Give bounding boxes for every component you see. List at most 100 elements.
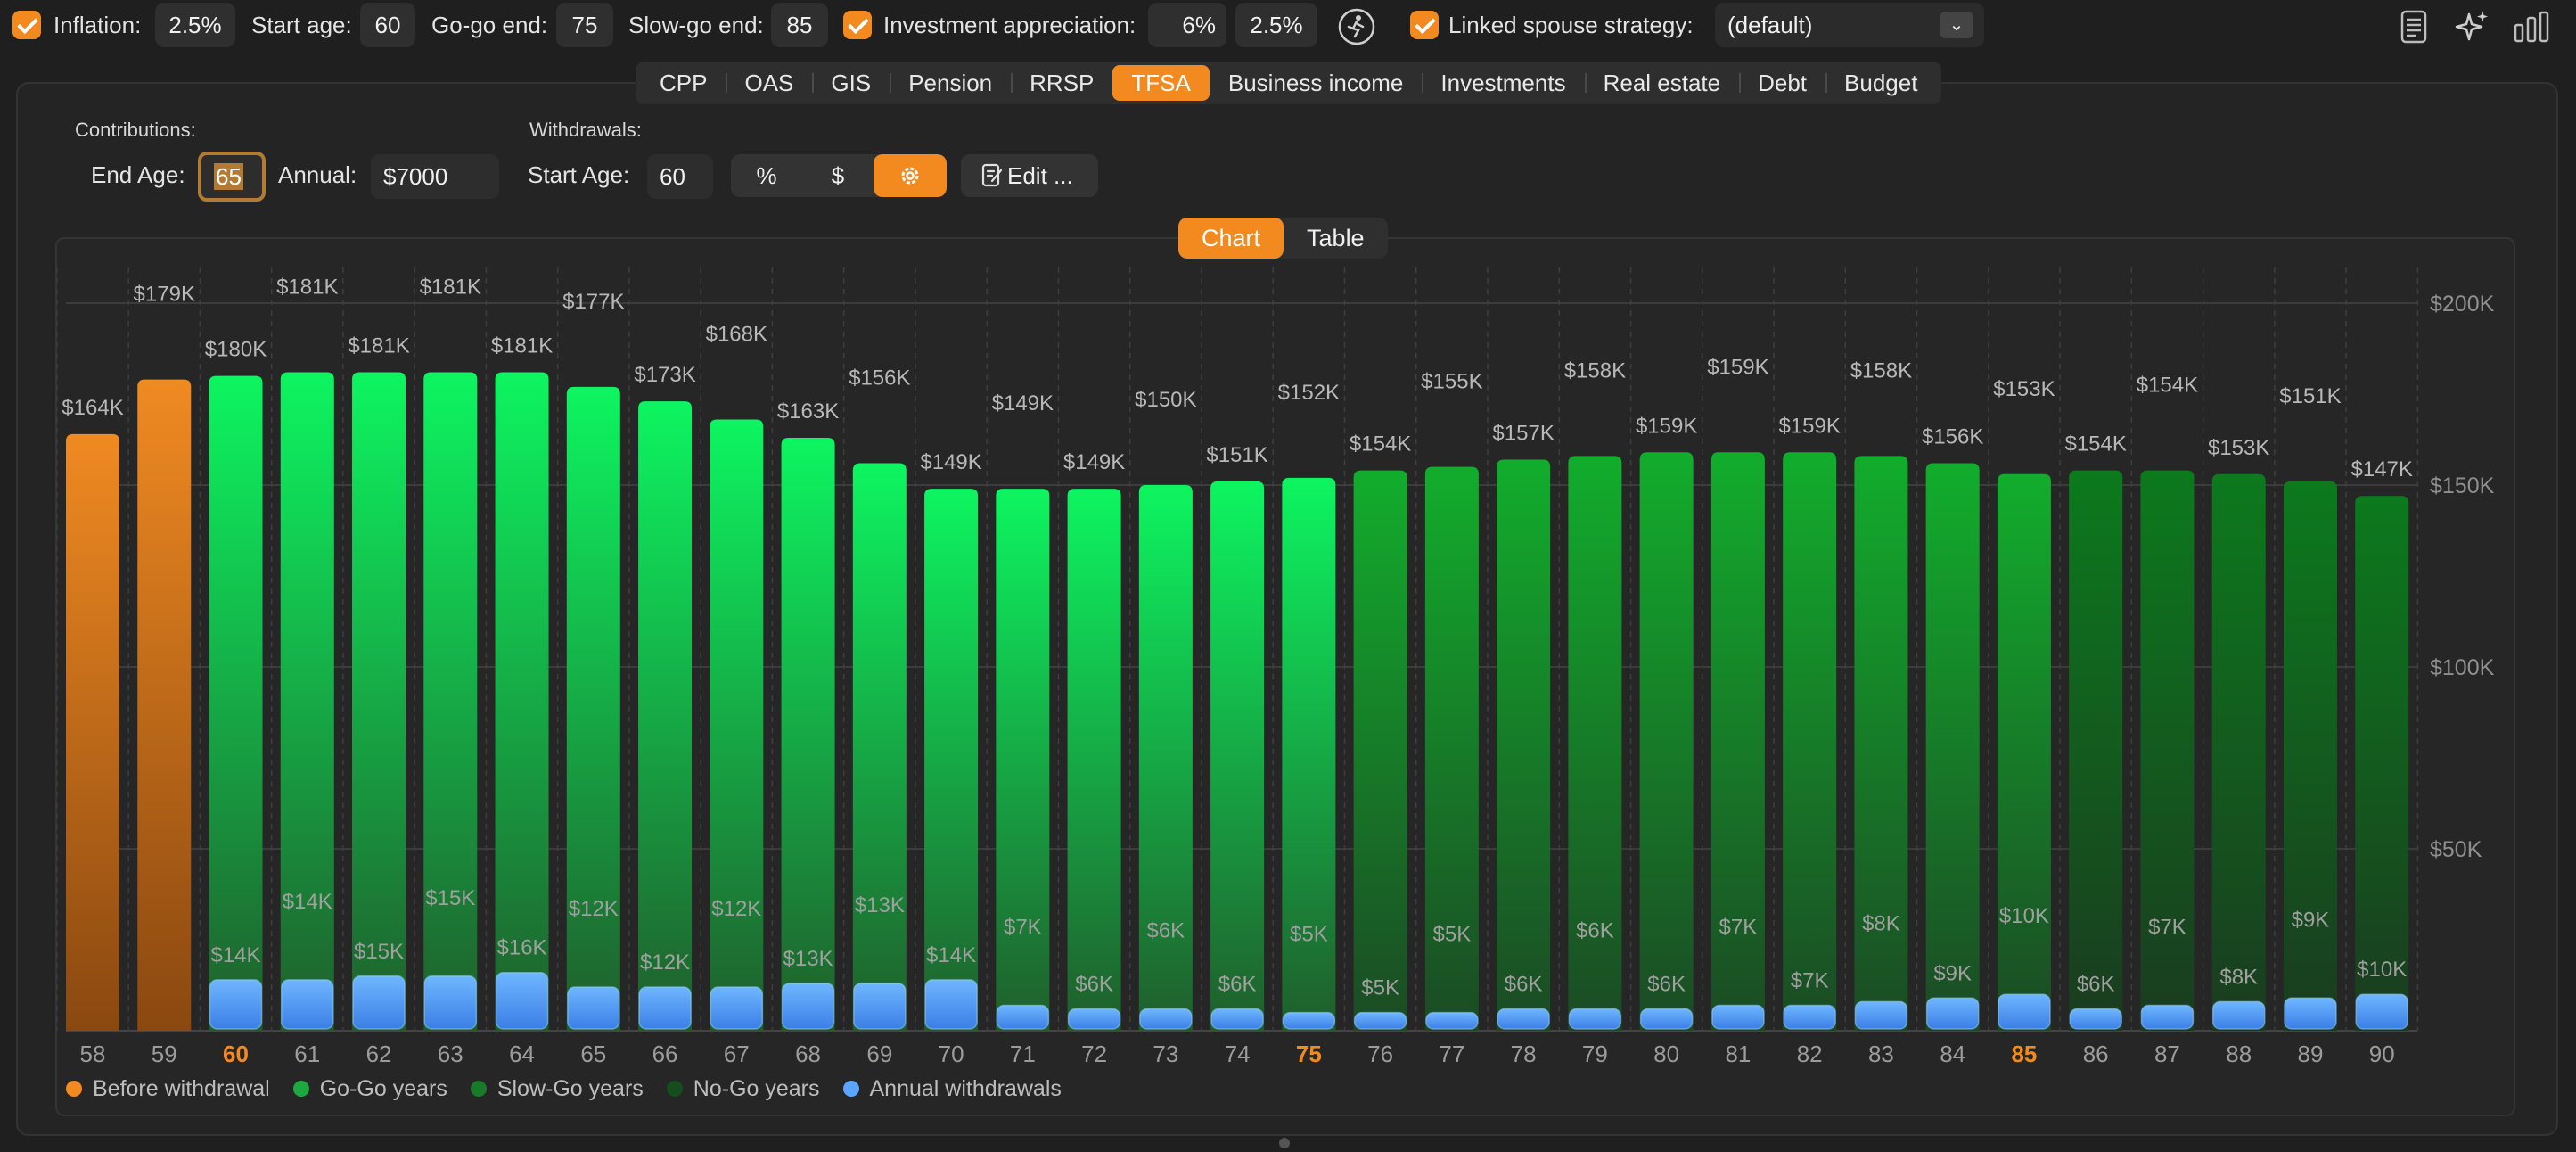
- runner-icon[interactable]: [1337, 7, 1376, 46]
- balance-bar[interactable]: [495, 372, 549, 1031]
- spouse-strategy-checkbox[interactable]: [1410, 11, 1439, 39]
- balance-bar[interactable]: [137, 379, 192, 1031]
- dollar-mode-button[interactable]: $: [831, 162, 845, 189]
- inflation-checkbox[interactable]: [12, 11, 41, 39]
- tab-tfsa[interactable]: TFSA: [1112, 65, 1210, 101]
- chevron-down-icon[interactable]: ⌄: [1940, 12, 1973, 38]
- tab-budget[interactable]: Budget: [1825, 65, 1936, 101]
- withdrawal-bar[interactable]: [1854, 1000, 1908, 1030]
- withdrawal-bar[interactable]: [1425, 1011, 1479, 1030]
- withdrawal-bar[interactable]: [1067, 1008, 1121, 1030]
- tab-gis[interactable]: GIS: [812, 65, 890, 101]
- balance-bar[interactable]: [710, 419, 764, 1031]
- withdrawal-bar[interactable]: [638, 986, 692, 1030]
- balance-bar[interactable]: [2355, 496, 2409, 1031]
- withdrawal-start-age-field[interactable]: 60: [647, 154, 713, 199]
- withdrawal-bar[interactable]: [1353, 1011, 1407, 1030]
- balance-bar[interactable]: [1997, 473, 2051, 1031]
- balance-bar[interactable]: [1854, 456, 1908, 1031]
- withdrawal-bar[interactable]: [710, 986, 764, 1030]
- balance-bar[interactable]: [1568, 456, 1622, 1031]
- withdrawal-bar[interactable]: [1139, 1008, 1193, 1030]
- withdrawal-bar[interactable]: [996, 1004, 1050, 1030]
- balance-bar[interactable]: [352, 372, 406, 1031]
- withdrawal-bar[interactable]: [1568, 1008, 1622, 1030]
- appreciation-field-2[interactable]: 2.5%: [1235, 3, 1317, 47]
- slowgo-end-field[interactable]: 85: [771, 3, 828, 47]
- withdrawal-bar[interactable]: [1210, 1008, 1264, 1030]
- withdrawal-bar[interactable]: [781, 983, 835, 1030]
- tab-real-estate[interactable]: Real estate: [1584, 65, 1740, 101]
- withdrawal-bar[interactable]: [209, 979, 263, 1030]
- balance-bar[interactable]: [638, 401, 693, 1031]
- balance-bar[interactable]: [66, 433, 119, 1031]
- withdrawal-bar[interactable]: [352, 975, 406, 1030]
- bar-chart-icon[interactable]: [2512, 7, 2551, 46]
- gear-mode-button[interactable]: [874, 154, 947, 197]
- spouse-strategy-dropdown[interactable]: (default) ⌄: [1715, 3, 1984, 47]
- balance-bar[interactable]: [2069, 470, 2123, 1031]
- withdrawal-bar[interactable]: [2284, 997, 2337, 1030]
- balance-bar[interactable]: [781, 437, 835, 1032]
- balance-bar[interactable]: [1353, 470, 1407, 1031]
- withdrawal-bar[interactable]: [1783, 1004, 1836, 1030]
- annual-field[interactable]: $7000: [371, 154, 499, 199]
- balance-bar[interactable]: [1639, 452, 1694, 1031]
- balance-bar[interactable]: [924, 489, 979, 1031]
- tab-business-income[interactable]: Business income: [1227, 70, 1404, 96]
- tab-debt[interactable]: Debt: [1739, 65, 1825, 101]
- withdrawal-bar[interactable]: [1639, 1008, 1694, 1030]
- balance-bar[interactable]: [2140, 470, 2195, 1031]
- withdrawal-bar[interactable]: [1711, 1004, 1765, 1030]
- withdrawal-bar[interactable]: [1998, 993, 2051, 1030]
- balance-bar[interactable]: [2211, 473, 2266, 1031]
- balance-bar[interactable]: [1925, 463, 1980, 1031]
- withdrawal-bar[interactable]: [924, 979, 978, 1030]
- balance-bar[interactable]: [996, 489, 1050, 1031]
- sparkles-icon[interactable]: [2453, 7, 2492, 46]
- withdrawal-bar[interactable]: [2140, 1004, 2195, 1030]
- balance-bar[interactable]: [1210, 481, 1265, 1031]
- withdrawal-bar[interactable]: [1497, 1008, 1550, 1030]
- withdrawal-bar[interactable]: [2069, 1008, 2122, 1030]
- tab-oas[interactable]: OAS: [726, 65, 812, 101]
- resize-handle[interactable]: [1279, 1138, 1290, 1148]
- document-icon[interactable]: [2394, 7, 2433, 46]
- balance-bar[interactable]: [852, 463, 907, 1031]
- edit-button[interactable]: Edit ...: [961, 154, 1098, 197]
- appreciation-field-1[interactable]: 6%: [1148, 3, 1226, 47]
- tab-rrsp[interactable]: RRSP: [1011, 65, 1112, 101]
- balance-bar[interactable]: [423, 372, 478, 1031]
- withdrawal-bar[interactable]: [1282, 1011, 1336, 1030]
- balance-bar[interactable]: [1497, 459, 1551, 1031]
- withdrawal-bar[interactable]: [423, 975, 478, 1030]
- tab-pension[interactable]: Pension: [890, 65, 1011, 101]
- withdrawal-bar[interactable]: [853, 983, 907, 1030]
- balance-bar[interactable]: [1783, 452, 1837, 1031]
- tab-investments[interactable]: Investments: [1422, 65, 1584, 101]
- chart-view-button[interactable]: Chart: [1178, 218, 1284, 259]
- balance-bar[interactable]: [209, 375, 263, 1032]
- withdrawal-bar[interactable]: [567, 986, 620, 1030]
- balance-bar[interactable]: [2283, 481, 2337, 1031]
- withdrawal-bar[interactable]: [2211, 1000, 2266, 1030]
- balance-bar[interactable]: [1067, 489, 1121, 1031]
- start-age-field[interactable]: 60: [360, 3, 415, 47]
- balance-bar[interactable]: [1424, 466, 1479, 1031]
- balance-bar[interactable]: [566, 386, 620, 1032]
- appreciation-checkbox[interactable]: [843, 11, 872, 39]
- withdrawal-bar[interactable]: [1925, 997, 1980, 1030]
- balance-bar[interactable]: [1710, 452, 1765, 1031]
- withdrawal-bar[interactable]: [281, 979, 334, 1030]
- balance-bar[interactable]: [1282, 477, 1336, 1031]
- inflation-field[interactable]: 2.5%: [155, 3, 235, 47]
- end-age-field[interactable]: 65: [198, 152, 266, 202]
- table-view-button[interactable]: Table: [1307, 225, 1365, 251]
- withdrawal-bar[interactable]: [2355, 993, 2408, 1030]
- balance-bar[interactable]: [280, 372, 334, 1031]
- tab-cpp[interactable]: CPP: [660, 70, 708, 96]
- gogo-end-field[interactable]: 75: [556, 3, 613, 47]
- withdrawal-bar[interactable]: [495, 971, 549, 1030]
- balance-bar[interactable]: [1138, 485, 1193, 1031]
- percent-mode-button[interactable]: %: [756, 162, 777, 189]
